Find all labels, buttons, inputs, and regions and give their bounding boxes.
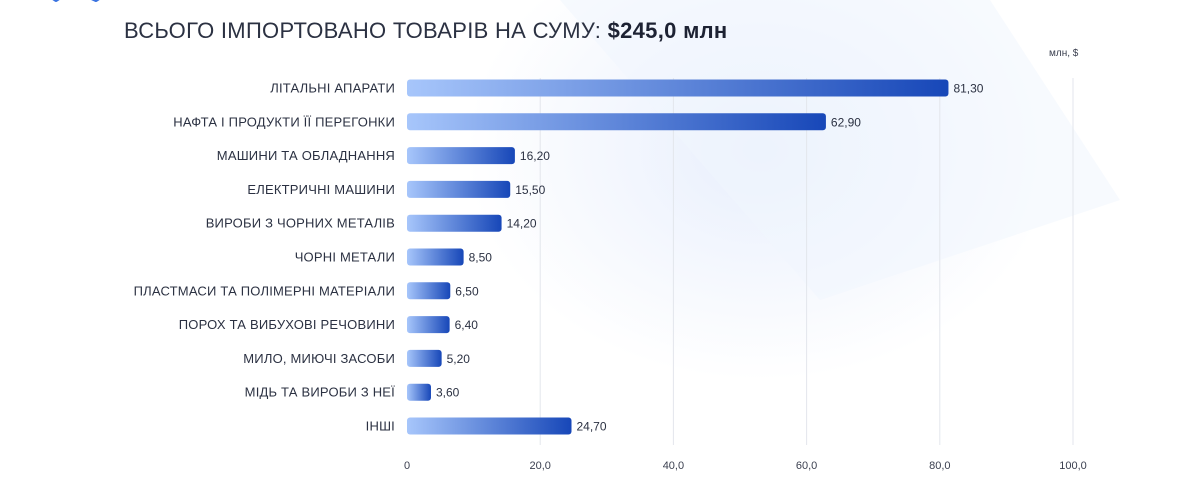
category-label: ІНШІ	[366, 419, 395, 434]
bar	[407, 248, 464, 266]
value-label: 15,50	[515, 183, 545, 197]
category-label: ЕЛЕКТРИЧНІ МАШИНИ	[247, 182, 395, 197]
bar	[407, 147, 515, 165]
value-label: 14,20	[507, 217, 537, 231]
bar	[407, 214, 502, 232]
category-label: НАФТА І ПРОДУКТИ ЇЇ ПЕРЕГОНКИ	[173, 114, 395, 129]
x-tick-label: 100,0	[1059, 460, 1087, 472]
bar	[407, 282, 451, 300]
category-label: ВИРОБИ З ЧОРНИХ МЕТАЛІВ	[206, 216, 395, 231]
value-label: 6,50	[455, 284, 479, 298]
grid-lines	[539, 78, 1074, 445]
bar	[407, 79, 949, 97]
bar	[407, 349, 442, 367]
x-tick-label: 0	[404, 460, 410, 472]
x-tick-label: 80,0	[929, 460, 950, 472]
x-tick-label: 60,0	[796, 460, 817, 472]
labels-group: ЛІТАЛЬНІ АПАРАТИ 81,30 НАФТА І ПРОДУКТИ ЇЇ…	[134, 81, 984, 434]
x-axis-ticks: 0 20,0 40,0 60,0 80,0 100,0	[404, 460, 1087, 472]
category-label: МІДЬ ТА ВИРОБИ З НЕЇ	[245, 385, 396, 400]
title-prefix: ВСЬОГО ІМПОРТОВАНО ТОВАРІВ НА СУМУ:	[124, 18, 602, 43]
bar	[407, 113, 826, 131]
bar	[407, 383, 431, 401]
category-label: ЛІТАЛЬНІ АПАРАТИ	[270, 81, 395, 96]
category-label: ПЛАСТМАСИ ТА ПОЛІМЕРНІ МАТЕРІАЛИ	[134, 283, 395, 298]
bar	[407, 180, 511, 198]
value-label: 5,20	[447, 352, 471, 366]
bars-group	[407, 79, 949, 435]
value-label: 8,50	[469, 251, 493, 265]
x-tick-label: 20,0	[529, 460, 550, 472]
category-label: МАШИНИ ТА ОБЛАДНАННЯ	[217, 148, 395, 163]
bar	[407, 417, 572, 435]
value-label: 3,60	[436, 386, 460, 400]
category-label: МИЛО, МИЮЧІ ЗАСОБИ	[243, 351, 395, 366]
value-label: 62,90	[831, 115, 861, 129]
title-value: $245,0 млн	[607, 18, 728, 43]
category-label: ЧОРНІ МЕТАЛИ	[295, 250, 395, 265]
value-label: 24,70	[577, 420, 607, 434]
bar	[407, 316, 450, 334]
category-label: ПОРОХ ТА ВИБУХОВІ РЕЧОВИНИ	[179, 317, 395, 332]
chart-title: ВСЬОГО ІМПОРТОВАНО ТОВАРІВ НА СУМУ: $245…	[124, 18, 728, 44]
value-label: 81,30	[953, 82, 983, 96]
x-tick-label: 40,0	[663, 460, 684, 472]
value-label: 6,40	[455, 318, 479, 332]
unit-label: млн, $	[1049, 48, 1079, 59]
value-label: 16,20	[520, 149, 550, 163]
